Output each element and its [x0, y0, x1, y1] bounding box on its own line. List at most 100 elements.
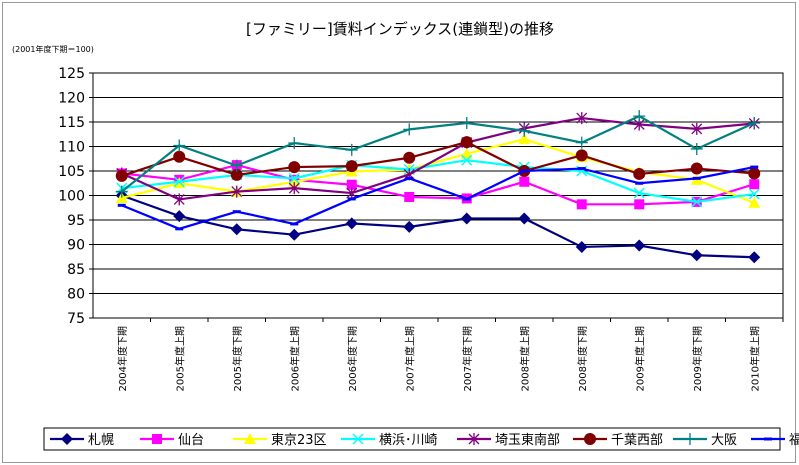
y-tick-label: 110: [58, 140, 85, 156]
data-point: [519, 176, 530, 187]
data-point: [518, 212, 531, 225]
x-tick-label: 2010年度上期: [748, 326, 761, 391]
data-point: [173, 150, 186, 163]
data-point: [346, 187, 358, 200]
x-tick-label: 2007年度上期: [403, 326, 416, 391]
data-point: [575, 149, 588, 162]
data-point: [748, 251, 761, 264]
legend-marker: [468, 433, 480, 445]
data-point: [690, 142, 703, 155]
data-point: [403, 220, 416, 233]
data-point: [460, 116, 473, 129]
data-point: [288, 172, 300, 184]
data-point: [633, 239, 646, 252]
data-point: [748, 196, 761, 208]
x-tick-label: 2005年度上期: [173, 326, 186, 391]
data-point: [230, 223, 243, 236]
data-point: [690, 249, 703, 262]
data-point: [460, 136, 473, 149]
legend-label: 横浜･川崎: [379, 433, 438, 448]
data-point: [115, 185, 128, 198]
x-tick-label: 2007年度下期: [461, 326, 474, 391]
data-point: [576, 199, 587, 210]
x-tick-label: 2005年度下期: [231, 326, 244, 391]
legend-label: 東京23区: [271, 432, 327, 448]
series-line-0: [121, 194, 755, 259]
data-point: [288, 137, 301, 150]
data-point: [748, 116, 761, 129]
legend-label: 仙台: [178, 433, 204, 448]
data-point: [173, 210, 186, 223]
data-point: [230, 159, 243, 172]
chart-subtitle: (2001年度下期＝100): [12, 44, 94, 54]
data-point: [173, 193, 185, 206]
x-tick-label: 2006年度上期: [288, 326, 301, 391]
legend-label: 福岡: [789, 433, 799, 448]
data-point: [115, 169, 128, 182]
data-point: [404, 191, 415, 202]
y-tick-label: 120: [58, 91, 85, 107]
data-point: [575, 136, 588, 149]
data-point: [345, 143, 358, 156]
data-point: [691, 122, 703, 135]
series-line-6: [121, 114, 755, 193]
data-point: [518, 133, 531, 145]
data-point: [173, 176, 185, 188]
series-line-3: [121, 159, 755, 203]
data-point: [288, 161, 301, 174]
data-point: [749, 179, 760, 190]
series-line-7: [121, 166, 755, 230]
data-point: [575, 240, 588, 253]
y-tick-label: 90: [67, 238, 85, 254]
y-tick-label: 100: [58, 189, 85, 205]
x-tick-label: 2006年度下期: [346, 326, 359, 391]
y-tick-label: 80: [67, 287, 85, 303]
data-point: [518, 124, 531, 137]
legend-marker: [244, 433, 256, 444]
legend-label: 千葉西部: [611, 433, 663, 448]
x-tick-label: 2004年度下期: [116, 326, 129, 391]
data-point: [576, 112, 588, 125]
data-point: [288, 182, 300, 195]
data-point: [634, 199, 645, 210]
data-point: [173, 139, 186, 152]
y-tick-label: 125: [58, 66, 85, 82]
legend-marker: [152, 434, 162, 444]
data-point: [288, 228, 301, 241]
chart-title: [ファミリー]賃料インデックス(連鎖型)の推移: [246, 20, 554, 38]
legend-marker: [352, 433, 364, 445]
x-tick-label: 2008年度下期: [576, 326, 589, 391]
data-point: [691, 196, 703, 208]
y-tick-label: 115: [58, 115, 85, 131]
legend-marker: [61, 433, 73, 445]
y-tick-label: 95: [67, 213, 85, 229]
data-point: [346, 179, 357, 190]
data-point: [288, 175, 301, 187]
legend-label: 大阪: [711, 433, 737, 448]
x-tick-label: 2009年度下期: [691, 326, 704, 391]
data-point: [403, 123, 416, 136]
data-point: [633, 167, 646, 180]
y-tick-label: 85: [67, 262, 85, 278]
y-tick-label: 75: [67, 311, 85, 327]
legend-marker: [684, 433, 696, 445]
x-tick-label: 2009年度上期: [633, 326, 646, 391]
series-line-4: [121, 116, 755, 201]
data-point: [460, 147, 473, 159]
legend-marker: [584, 433, 596, 445]
data-point: [633, 110, 646, 123]
series-line-5: [121, 140, 755, 177]
data-point: [231, 185, 243, 198]
data-point: [345, 217, 358, 230]
legend-label: 札幌: [88, 432, 114, 448]
data-point: [748, 167, 761, 180]
y-tick-label: 105: [58, 164, 85, 180]
data-point: [633, 187, 645, 199]
data-point: [345, 160, 358, 173]
data-point: [748, 188, 760, 200]
data-point: [690, 162, 703, 175]
x-tick-label: 2008年度上期: [518, 326, 531, 391]
